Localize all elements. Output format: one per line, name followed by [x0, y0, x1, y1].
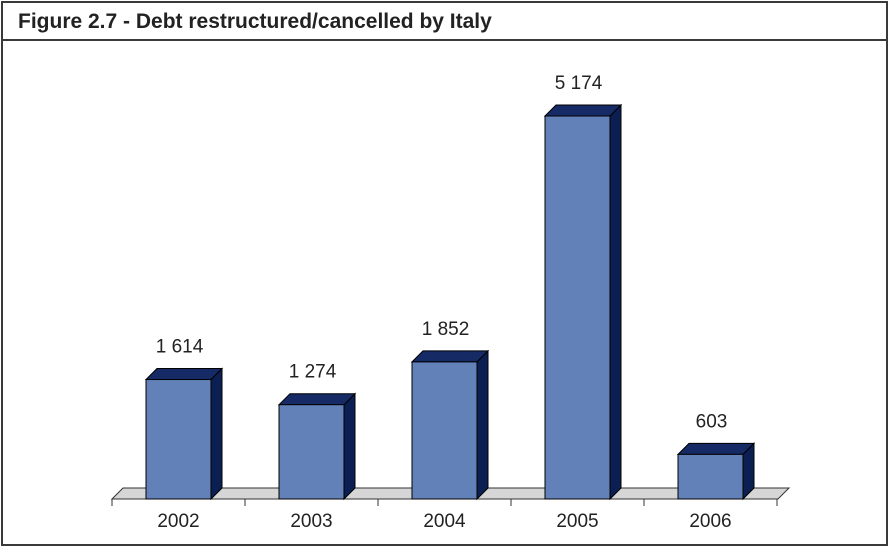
value-label: 5 174 [555, 73, 603, 94]
value-labels: 1 614 2002 1 274 2003 1 852 2004 5 174 2005 603 2… [156, 73, 732, 532]
value-label: 1 274 [289, 362, 337, 383]
category-label: 2002 [157, 511, 199, 532]
category-label: 2006 [689, 511, 731, 532]
bar-side [210, 367, 223, 501]
bar-top [676, 442, 756, 455]
bar-front [677, 453, 744, 500]
bar [676, 442, 756, 501]
value-label: 1 852 [422, 319, 470, 340]
category-label: 2003 [290, 511, 332, 532]
bar-top [277, 393, 357, 406]
bar-top [144, 368, 224, 381]
bar [144, 367, 224, 501]
bar-front [411, 361, 478, 500]
bar-top [410, 350, 490, 363]
category-label: 2005 [556, 511, 598, 532]
bars [144, 103, 756, 501]
bar [277, 392, 357, 501]
value-label: 1 614 [156, 337, 204, 358]
figure-title-row: Figure 2.7 - Debt restructured/cancelled… [1, 1, 888, 41]
bar-side [476, 349, 489, 501]
x-axis [111, 498, 778, 506]
bar-front [544, 115, 611, 500]
figure-title: Figure 2.7 - Debt restructured/cancelled… [18, 10, 492, 33]
bar [410, 349, 490, 501]
category-label: 2004 [423, 511, 466, 532]
bar-side [609, 103, 622, 501]
value-label: 603 [696, 411, 728, 432]
bar-front [278, 404, 345, 500]
bar-top [543, 104, 623, 117]
bar-side [343, 392, 356, 501]
bar-front [145, 379, 212, 500]
bar [543, 103, 623, 501]
